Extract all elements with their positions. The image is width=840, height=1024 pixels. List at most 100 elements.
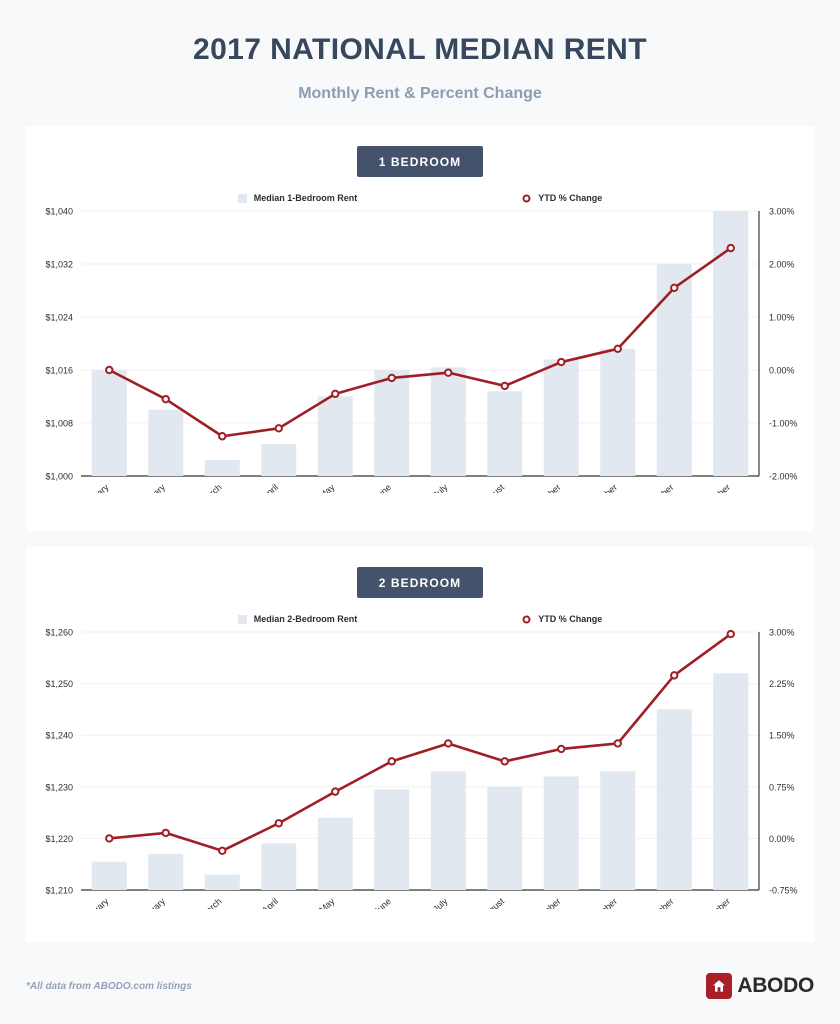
data-point-march xyxy=(218,846,227,855)
x-axis-label-may: May xyxy=(317,482,337,493)
y-axis-tick-label: $1,220 xyxy=(45,834,73,844)
legend-label-line: YTD % Change xyxy=(538,193,603,203)
data-point-january xyxy=(105,365,114,375)
y2-axis-tick-label: 3.00% xyxy=(769,207,795,217)
page-header: 2017 NATIONAL MEDIAN RENT Monthly Rent &… xyxy=(26,0,814,104)
y-axis-tick-label: $1,040 xyxy=(45,207,73,217)
bar-november xyxy=(656,709,692,890)
data-point-march xyxy=(218,432,227,441)
chart-legend-two-bedroom: Median 2-Bedroom Rent YTD % Change xyxy=(26,614,814,624)
y-axis-tick-label: $1,240 xyxy=(45,731,73,741)
legend-item-bar-two-bedroom: Median 2-Bedroom Rent xyxy=(237,614,358,624)
bar-september xyxy=(543,776,579,890)
data-point-april xyxy=(274,819,283,828)
bar-april xyxy=(261,843,297,890)
x-axis-label-january: January xyxy=(80,482,111,493)
x-axis-label-december: December xyxy=(695,896,733,909)
y-axis-tick-label: $1,024 xyxy=(45,313,73,323)
y-axis-tick-label: $1,260 xyxy=(45,628,73,638)
bar-august xyxy=(487,391,523,476)
data-point-september xyxy=(557,357,566,367)
bar-november xyxy=(656,264,692,476)
circle-marker-icon xyxy=(522,194,531,203)
y2-axis-tick-label: -1.00% xyxy=(769,419,798,429)
data-point-may xyxy=(331,389,340,399)
legend-swatch-icon xyxy=(237,193,247,203)
y-axis-tick-label: $1,016 xyxy=(45,366,73,376)
bar-july xyxy=(430,367,466,476)
chart-canvas-one-bedroom: $1,040 $1,032 $1,024 $1,016 $1,008 $1,000 3.00… xyxy=(26,203,814,519)
data-point-june xyxy=(387,373,396,383)
data-point-july xyxy=(444,368,453,377)
bar-january xyxy=(91,861,127,890)
data-point-october xyxy=(613,739,622,748)
x-axis-label-september: September xyxy=(523,896,562,909)
bar-march xyxy=(204,460,240,476)
x-axis-label-july: July xyxy=(431,896,450,909)
x-axis-label-april: April xyxy=(260,482,280,493)
data-point-february xyxy=(161,828,170,838)
bar-june xyxy=(374,789,410,890)
footnote-text: *All data from ABODO.com listings xyxy=(26,980,192,992)
bar-january xyxy=(91,370,127,476)
data-point-february xyxy=(161,394,170,404)
page-title: 2017 NATIONAL MEDIAN RENT xyxy=(193,33,647,66)
y2-axis-tick-label: 0.75% xyxy=(769,782,795,792)
legend-item-line-two-bedroom: YTD % Change xyxy=(522,614,602,624)
bar-february xyxy=(148,409,184,476)
data-point-august xyxy=(500,757,509,766)
y2-axis-tick-label: 2.25% xyxy=(769,679,795,689)
bar-september xyxy=(543,359,579,476)
badge-wrap-two-bedroom: 2 BEDROOM xyxy=(26,547,814,598)
chart-panel-one-bedroom: 1 BEDROOM Median 1-Bedroom Rent YTD % Ch… xyxy=(26,126,814,531)
x-axis-label-february: February xyxy=(134,482,168,493)
data-point-june xyxy=(387,757,396,766)
abodo-logo: ABODO xyxy=(706,973,814,999)
data-point-august xyxy=(500,381,509,391)
x-axis-label-january: January xyxy=(80,896,111,909)
y-axis-tick-label: $1,008 xyxy=(45,419,73,429)
data-point-september xyxy=(557,744,566,754)
chart-badge-two-bedroom: 2 BEDROOM xyxy=(356,567,484,598)
data-point-october xyxy=(613,344,622,354)
data-point-december xyxy=(726,629,735,639)
legend-swatch-icon xyxy=(237,614,247,624)
y2-axis-tick-label: 0.00% xyxy=(769,834,795,844)
data-point-january xyxy=(105,834,114,843)
data-point-november xyxy=(670,283,679,293)
circle-marker-icon xyxy=(522,615,531,624)
data-point-april xyxy=(274,424,283,433)
bar-february xyxy=(148,853,184,890)
x-axis-label-may: May xyxy=(317,896,337,909)
page-subtitle: Monthly Rent & Percent Change xyxy=(298,85,542,102)
x-axis-label-july: July xyxy=(431,482,450,493)
x-axis-label-june: June xyxy=(372,896,393,909)
x-axis-label-september: September xyxy=(523,482,562,493)
ytd-change-line xyxy=(109,633,732,853)
y-axis-tick-label: $1,032 xyxy=(45,260,73,270)
x-axis-label-november: November xyxy=(638,896,676,909)
bar-july xyxy=(430,771,466,890)
chart-panel-two-bedroom: 2 BEDROOM Median 2-Bedroom Rent YTD % Ch… xyxy=(26,547,814,942)
legend-label-bar: Median 2-Bedroom Rent xyxy=(253,614,358,624)
chart-badge-one-bedroom: 1 BEDROOM xyxy=(356,146,484,177)
legend-label-line: YTD % Change xyxy=(538,614,603,624)
bar-may xyxy=(317,396,353,476)
x-axis-label-april: April xyxy=(260,896,280,909)
data-point-july xyxy=(444,739,453,748)
y2-axis-tick-label: 0.00% xyxy=(769,366,795,376)
bar-october xyxy=(600,348,636,476)
logo-wordmark: ABODO xyxy=(737,974,814,997)
bar-april xyxy=(261,444,297,476)
bar-march xyxy=(204,874,240,890)
page-footer: *All data from ABODO.com listings ABODO xyxy=(26,966,814,1006)
bar-june xyxy=(374,370,410,476)
house-icon xyxy=(706,973,733,999)
chart-svg: $1,260 $1,250 $1,240 $1,230 $1,220 $1,210 3.00… xyxy=(45,628,797,933)
y2-axis-tick-label: -2.00% xyxy=(769,472,798,482)
x-axis-label-november: November xyxy=(638,482,676,493)
y2-axis-tick-label: 2.00% xyxy=(769,260,795,270)
x-axis-label-october: October xyxy=(589,896,619,909)
bar-august xyxy=(487,786,523,890)
x-axis-label-march: March xyxy=(198,482,223,493)
